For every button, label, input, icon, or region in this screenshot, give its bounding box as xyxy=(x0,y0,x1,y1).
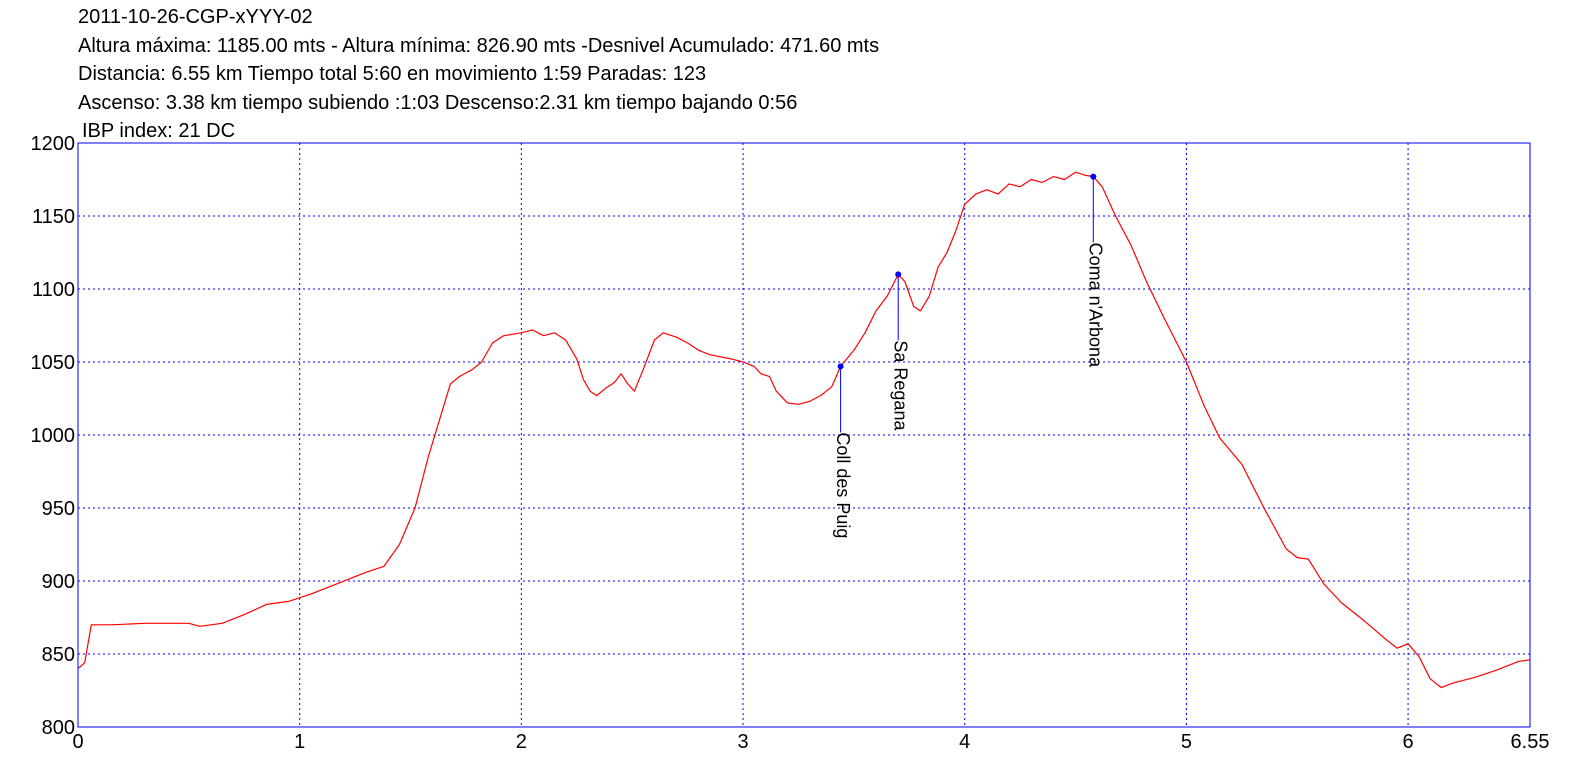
chart-title: 2011-10-26-CGP-xYYY-02 xyxy=(78,6,313,28)
waypoint-marker xyxy=(1090,173,1097,180)
y-tick-label: 950 xyxy=(42,498,75,520)
grid-lines xyxy=(78,143,1530,727)
waypoint-marker xyxy=(895,271,902,278)
waypoints: Coll des Puig Sa Regana Coma n'Arbona xyxy=(833,173,1106,538)
x-axis-ticks: 0 1 2 3 4 5 6 6.55 xyxy=(72,731,1549,753)
plot-frame xyxy=(77,142,1531,728)
x-tick-label: 2 xyxy=(516,731,527,753)
chart-header: 2011-10-26-CGP-xYYY-02 Altura máxima: 11… xyxy=(78,6,879,142)
x-tick-label: 6 xyxy=(1403,731,1414,753)
y-tick-label: 850 xyxy=(42,644,75,666)
waypoint-label: Coll des Puig xyxy=(833,432,853,538)
waypoint: Coma n'Arbona xyxy=(1086,173,1106,368)
x-tick-label: 6.55 xyxy=(1511,731,1550,753)
y-tick-label: 1000 xyxy=(31,425,76,447)
waypoint-label: Sa Regana xyxy=(890,340,910,431)
y-axis-ticks: 800 850 900 950 1000 1050 1100 1150 1200 xyxy=(31,133,76,739)
x-tick-label: 3 xyxy=(737,731,748,753)
y-tick-label: 1150 xyxy=(32,206,75,228)
altitude-summary: Altura máxima: 1185.00 mts - Altura míni… xyxy=(78,35,879,57)
elevation-profile xyxy=(77,171,1531,689)
elevation-profile-line xyxy=(77,171,1531,689)
waypoint: Coll des Puig xyxy=(833,363,853,538)
x-tick-label: 5 xyxy=(1181,731,1192,753)
waypoint-label: Coma n'Arbona xyxy=(1086,243,1106,368)
distance-time-summary: Distancia: 6.55 km Tiempo total 5:60 en … xyxy=(78,63,706,85)
y-tick-label: 1050 xyxy=(31,352,76,374)
ascent-descent-summary: Ascenso: 3.38 km tiempo subiendo :1:03 D… xyxy=(78,92,797,114)
x-tick-label: 0 xyxy=(72,731,83,753)
x-tick-label: 4 xyxy=(959,731,970,753)
y-tick-label: 1200 xyxy=(31,133,76,155)
y-tick-label: 1100 xyxy=(32,279,75,301)
waypoint-marker xyxy=(837,363,844,370)
y-tick-label: 800 xyxy=(42,717,75,739)
waypoint: Sa Regana xyxy=(890,271,910,431)
x-tick-label: 1 xyxy=(294,731,305,753)
y-tick-label: 900 xyxy=(42,571,75,593)
ibp-index: IBP index: 21 DC xyxy=(82,120,235,142)
